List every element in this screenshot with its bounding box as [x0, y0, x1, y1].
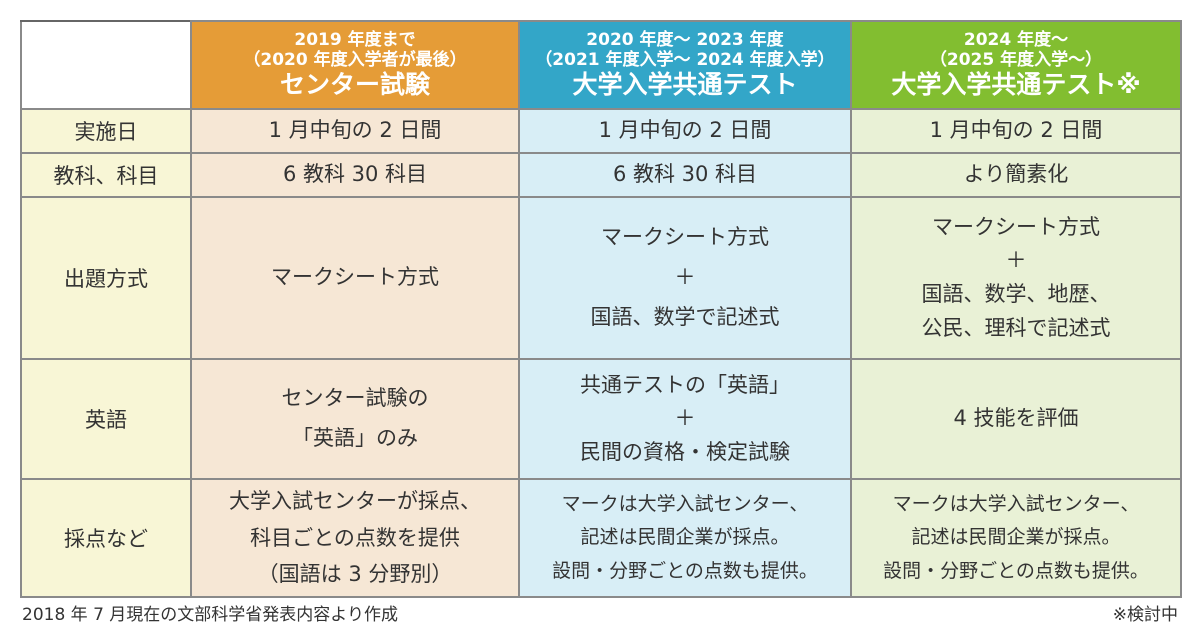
cell-text: 「英語」のみ [292, 426, 418, 450]
table-row: 採点など 大学入試センターが採点、 科目ごとの点数を提供 （国語は 3 分野別） マ… [20, 478, 1182, 598]
cell: 大学入試センターが採点、 科目ごとの点数を提供 （国語は 3 分野別） [190, 478, 520, 598]
cell-text: マークは大学入試センター、 [561, 493, 809, 516]
cell-text: 大学入試センターが採点、 [229, 488, 481, 513]
comparison-table: 2019 年度まで （2020 年度入学者が最後） センター試験 2020 年度… [20, 20, 1182, 598]
source-note: 2018 年 7 月現在の文部科学省発表内容より作成 [22, 605, 398, 625]
cell: 6 教科 30 科目 [190, 152, 520, 198]
row-label: 出題方式 [20, 196, 192, 360]
corner-cell [20, 20, 192, 110]
cell-text: 設問・分野ごとの点数も提供。 [883, 559, 1149, 582]
cell-text: 公民、理科で記述式 [921, 315, 1111, 340]
header-title: 大学入学共通テスト [572, 70, 798, 100]
cell-text: 記述は民間企業が採点。 [911, 526, 1121, 549]
header-common-test-2020: 2020 年度～ 2023 年度 （2021 年度入学～ 2024 年度入学） … [518, 20, 852, 110]
header-period: 2020 年度～ 2023 年度 [586, 29, 784, 50]
table-row: 教科、科目 6 教科 30 科目 6 教科 30 科目 より簡素化 [20, 152, 1182, 198]
table-row: 英語 センター試験の 「英語」のみ 共通テストの「英語」 ＋ 民間の資格・検定試験 4… [20, 358, 1182, 480]
table-row: 実施日 1 月中旬の 2 日間 1 月中旬の 2 日間 1 月中旬の 2 日間 [20, 108, 1182, 154]
cell-text: マークは大学入試センター、 [892, 493, 1140, 516]
cell-text: （国語は 3 分野別） [257, 562, 453, 587]
header-common-test-2024: 2024 年度～ （2025 年度入学～） 大学入学共通テスト※ [850, 20, 1182, 110]
cell: マークは大学入試センター、 記述は民間企業が採点。設問・分野ごとの点数も提供。 [850, 478, 1182, 598]
cell-text: ＋ [674, 406, 696, 431]
cell: センター試験の 「英語」のみ [190, 358, 520, 480]
header-title: センター試験 [279, 70, 430, 100]
row-label: 英語 [20, 358, 192, 480]
cell: より簡素化 [850, 152, 1182, 198]
cell: 1 月中旬の 2 日間 [190, 108, 520, 154]
cell-text: マークシート方式 [271, 265, 439, 290]
cell-text: 4 技能を評価 [953, 406, 1079, 431]
cell-text: 1 月中旬の 2 日間 [598, 118, 772, 143]
header-center-exam: 2019 年度まで （2020 年度入学者が最後） センター試験 [190, 20, 520, 110]
cell-text: マークシート方式 [601, 225, 769, 250]
header-admission: （2025 年度入学～） [929, 50, 1103, 70]
row-label: 採点など [20, 478, 192, 598]
header-admission: （2021 年度入学～ 2024 年度入学） [535, 50, 835, 70]
cell-text: 1 月中旬の 2 日間 [268, 118, 442, 143]
cell: マークシート方式 [190, 196, 520, 360]
cell-text: ＋ [1005, 248, 1027, 273]
cell-text: 民間の資格・検定試験 [580, 439, 790, 464]
header-row: 2019 年度まで （2020 年度入学者が最後） センター試験 2020 年度… [20, 20, 1182, 110]
cell: マークは大学入試センター、 記述は民間企業が採点。設問・分野ごとの点数も提供。 [518, 478, 852, 598]
cell-text: ＋ [674, 265, 696, 290]
row-label: 教科、科目 [20, 152, 192, 198]
cell-text: 6 教科 30 科目 [612, 162, 758, 187]
cell: 共通テストの「英語」 ＋ 民間の資格・検定試験 [518, 358, 852, 480]
table-row: 出題方式 マークシート方式 マークシート方式 ＋ 国語、数学で記述式 マークシート方… [20, 196, 1182, 360]
header-title: 大学入学共通テスト※ [891, 70, 1141, 100]
header-admission: （2020 年度入学者が最後） [243, 50, 467, 70]
cell-text: 国語、数学、地歴、 [921, 282, 1111, 306]
cell-text: マークシート方式 [932, 214, 1100, 239]
cell-text: 国語、数学で記述式 [590, 304, 780, 329]
cell-text: 科目ごとの点数を提供 [250, 525, 460, 550]
footnote: ※検討中 [1112, 605, 1178, 625]
cell: 1 月中旬の 2 日間 [518, 108, 852, 154]
cell-text: 設問・分野ごとの点数も提供。 [552, 559, 818, 582]
cell-text: センター試験の [281, 386, 429, 411]
cell: 6 教科 30 科目 [518, 152, 852, 198]
cell: 1 月中旬の 2 日間 [850, 108, 1182, 154]
cell: マークシート方式 ＋ 国語、数学で記述式 [518, 196, 852, 360]
row-label: 実施日 [20, 108, 192, 154]
header-period: 2019 年度まで [294, 29, 416, 50]
cell: マークシート方式 ＋ 国語、数学、地歴、 公民、理科で記述式 [850, 196, 1182, 360]
header-period: 2024 年度～ [963, 29, 1069, 50]
cell-text: より簡素化 [963, 162, 1069, 187]
cell-text: 6 教科 30 科目 [282, 162, 428, 187]
cell-text: 1 月中旬の 2 日間 [929, 118, 1103, 143]
cell: 4 技能を評価 [850, 358, 1182, 480]
cell-text: 共通テストの「英語」 [580, 372, 790, 397]
cell-text: 記述は民間企業が採点。 [580, 526, 790, 549]
